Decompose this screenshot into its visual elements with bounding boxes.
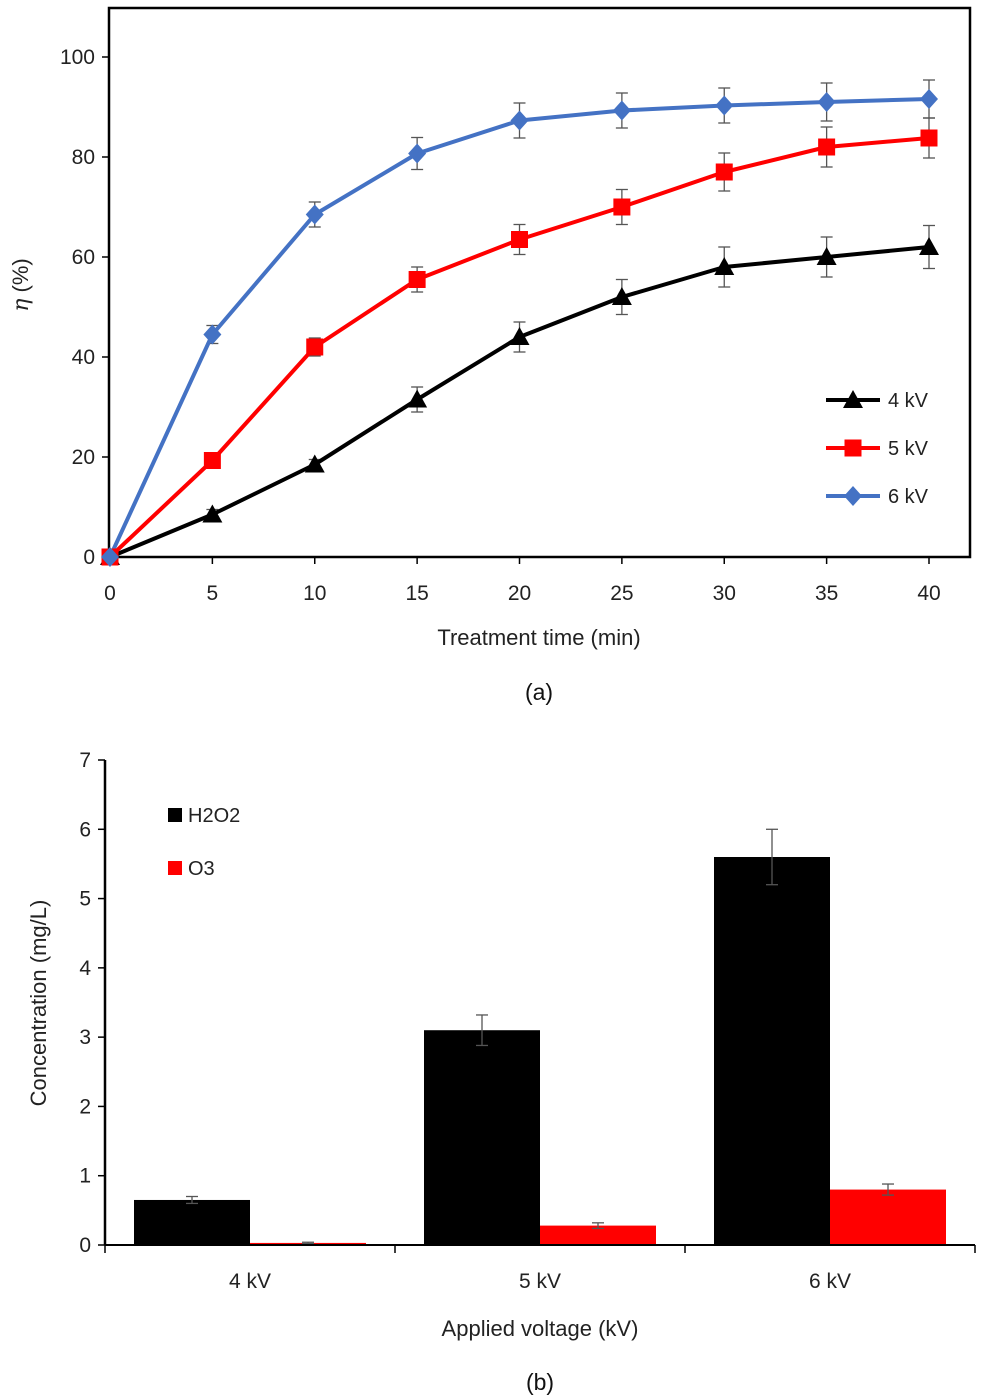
chart-a-y-axis-symbol: η xyxy=(9,299,34,312)
chart-a-point-6-kv xyxy=(920,89,938,109)
chart-a-point-4-kv xyxy=(202,504,223,523)
chart-a-x-tick-label: 40 xyxy=(917,582,940,605)
chart-a-y-ticks: 0 20 40 60 80 100 xyxy=(60,46,109,569)
chart-b-y-tick-label: 1 xyxy=(79,1165,91,1188)
chart-a-y-tick-label: 60 xyxy=(72,246,95,269)
chart-a-point-4-kv xyxy=(611,287,632,305)
chart-a-point-6-kv xyxy=(612,100,631,121)
chart-a-point-4-kv xyxy=(407,389,428,408)
chart-a-legend-label-6-kv: 6 kV xyxy=(888,486,929,508)
chart-a-point-5-kv xyxy=(511,231,528,248)
chart-a-point-6-kv xyxy=(305,204,324,225)
chart-b-y-tick-label: 0 xyxy=(79,1234,91,1257)
chart-a-y-tick-label: 100 xyxy=(60,46,95,69)
chart-a-point-5-kv xyxy=(613,198,631,216)
chart-b-bar-o3 xyxy=(540,1225,656,1245)
chart-a-point-6-kv xyxy=(203,324,222,345)
chart-b-x-tick-label: 6 kV xyxy=(809,1270,851,1293)
chart-b-x-axis-label: Applied voltage (kV) xyxy=(442,1316,639,1341)
chart-a-x-tick-label: 0 xyxy=(104,582,116,605)
chart-b-x-tick-label: 5 kV xyxy=(519,1270,561,1293)
chart-a-point-4-kv xyxy=(714,257,735,275)
chart-a-point-5-kv xyxy=(306,338,324,356)
chart-b-bars xyxy=(134,857,946,1245)
chart-a-x-axis-label: Treatment time (min) xyxy=(437,625,640,650)
chart-a-y-axis-label: η (%) xyxy=(8,258,34,312)
chart-a-legend-label-5-kv: 5 kV xyxy=(888,438,929,460)
chart-a-x-tick-label: 10 xyxy=(303,582,326,605)
chart-a-y-tick-label: 0 xyxy=(83,546,95,569)
chart-a-point-4-kv xyxy=(816,247,837,265)
chart-b-y-ticks: 0 1 2 3 4 5 6 7 xyxy=(79,749,105,1257)
chart-b-y-tick-label: 6 xyxy=(79,818,91,841)
chart-a-point-5-kv xyxy=(818,138,836,156)
chart-a-y-tick-label: 20 xyxy=(72,446,95,469)
chart-a-y-tick-label: 40 xyxy=(72,346,95,369)
chart-a-point-4-kv xyxy=(509,327,530,345)
chart-a-markers xyxy=(100,89,939,567)
chart-a: 0 20 40 60 80 100 0 5 10 15 20 25 30 35 40 4 kV 5 kV 6 … xyxy=(8,6,972,705)
chart-b-x-tick-label: 4 kV xyxy=(229,1270,271,1293)
chart-a-point-6-kv xyxy=(817,92,836,112)
chart-b-y-axis-label: Concentration (mg/L) xyxy=(26,900,51,1107)
chart-b-legend: H2O2 O3 xyxy=(168,805,240,880)
chart-a-point-6-kv xyxy=(408,143,427,164)
chart-a-line-4-kv xyxy=(109,245,930,559)
chart-a-point-5-kv xyxy=(920,129,938,147)
chart-b-y-tick-label: 5 xyxy=(79,888,91,911)
chart-a-x-tick-label: 30 xyxy=(713,582,736,605)
chart-a-point-4-kv xyxy=(919,237,939,255)
chart-a-x-tick-label: 15 xyxy=(405,582,428,605)
chart-b-bar-o3 xyxy=(830,1189,946,1245)
chart-a-legend-marker-6-kv xyxy=(844,486,862,506)
chart-b-bar-h2o2 xyxy=(424,1030,540,1245)
chart-b-axes xyxy=(103,760,975,1246)
chart-b-legend-swatch-o3 xyxy=(168,861,182,875)
chart-a-legend-label-4-kv: 4 kV xyxy=(888,390,929,412)
chart-a-point-6-kv xyxy=(715,95,734,116)
chart-a-x-tick-label: 25 xyxy=(610,582,633,605)
chart-b-bar-h2o2 xyxy=(714,857,830,1245)
chart-b-legend-label-o3: O3 xyxy=(188,858,215,880)
chart-a-x-ticks: 0 5 10 15 20 25 30 35 40 xyxy=(104,557,941,605)
chart-b-caption: (b) xyxy=(526,1369,554,1395)
chart-b-y-tick-label: 7 xyxy=(79,749,91,772)
chart-b-bar-h2o2 xyxy=(134,1199,250,1245)
chart-a-x-tick-label: 5 xyxy=(207,582,219,605)
chart-b-x-ticks: 4 kV 5 kV 6 kV xyxy=(104,1245,976,1293)
chart-b-legend-swatch-h2o2 xyxy=(168,808,182,822)
chart-a-y-axis-unit: (%) xyxy=(8,258,33,298)
chart-a-x-tick-label: 20 xyxy=(508,582,531,605)
chart-b-y-tick-label: 4 xyxy=(79,957,91,980)
chart-a-point-5-kv xyxy=(715,163,733,181)
chart-a-point-5-kv xyxy=(408,271,426,288)
chart-b-legend-label-h2o2: H2O2 xyxy=(188,805,240,827)
chart-a-legend-marker-5-kv xyxy=(844,439,862,457)
chart-a-x-tick-label: 35 xyxy=(815,582,838,605)
chart-b-y-tick-label: 2 xyxy=(79,1095,91,1118)
chart-a-point-6-kv xyxy=(101,547,119,567)
chart-b: 0 1 2 3 4 5 6 7 4 kV 5 kV 6 kV H2O2 O3 Applied vol… xyxy=(26,749,976,1395)
chart-a-point-4-kv xyxy=(304,454,325,473)
chart-a-point-5-kv xyxy=(203,452,221,469)
chart-a-legend: 4 kV 5 kV 6 kV xyxy=(826,390,929,508)
chart-a-legend-marker-4-kv xyxy=(843,390,863,408)
chart-b-y-tick-label: 3 xyxy=(79,1026,91,1049)
chart-b-error-bars xyxy=(186,828,894,1245)
chart-a-point-6-kv xyxy=(510,110,529,131)
chart-a-plot-frame xyxy=(107,6,972,559)
chart-a-y-tick-label: 80 xyxy=(72,146,95,169)
chart-a-caption: (a) xyxy=(525,679,553,705)
